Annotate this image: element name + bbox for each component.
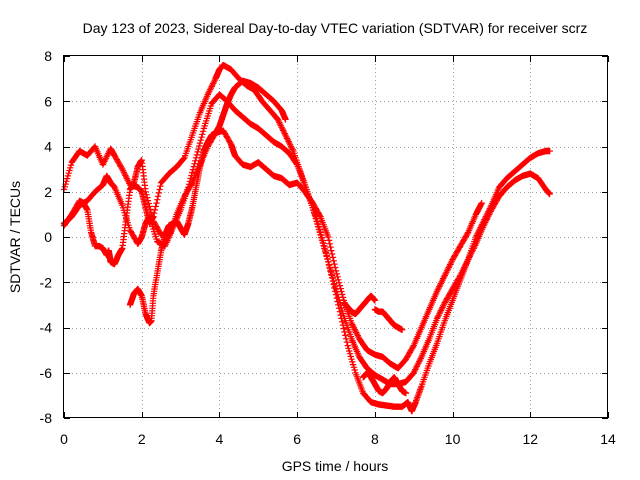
series-track-5 — [340, 292, 379, 318]
y-tick-label: -8 — [40, 410, 53, 426]
x-tick-label: 4 — [216, 431, 224, 447]
x-tick-label: 14 — [600, 431, 616, 447]
x-tick-label: 0 — [60, 431, 68, 447]
y-axis-label: SDTVAR / TECUs — [7, 181, 23, 293]
y-tick-label: 8 — [44, 48, 52, 64]
x-tick-label: 12 — [522, 431, 538, 447]
x-tick-labels: 0 2 4 6 8 10 12 14 — [60, 431, 616, 447]
series-track-4 — [126, 77, 289, 327]
y-tick-label: 4 — [44, 139, 52, 155]
series-track-6 — [360, 369, 410, 397]
y-tick-label: -6 — [40, 365, 53, 381]
chart-title: Day 123 of 2023, Sidereal Day-to-day VTE… — [83, 20, 588, 36]
axis-ticks — [64, 56, 609, 419]
x-axis-label: GPS time / hours — [282, 458, 389, 474]
y-tick-label: -4 — [40, 320, 53, 336]
y-tick-label: 2 — [44, 184, 52, 200]
y-tick-labels: -8 -6 -4 -2 0 2 4 6 8 — [40, 48, 53, 426]
x-tick-label: 10 — [445, 431, 461, 447]
x-tick-label: 6 — [293, 431, 301, 447]
plot-frame — [63, 55, 608, 418]
x-tick-label: 2 — [138, 431, 146, 447]
y-tick-label: -2 — [40, 274, 53, 290]
y-tick-label: 6 — [44, 93, 52, 109]
y-tick-label: 0 — [44, 229, 52, 245]
series-track-7 — [371, 306, 406, 333]
x-tick-label: 8 — [371, 431, 379, 447]
